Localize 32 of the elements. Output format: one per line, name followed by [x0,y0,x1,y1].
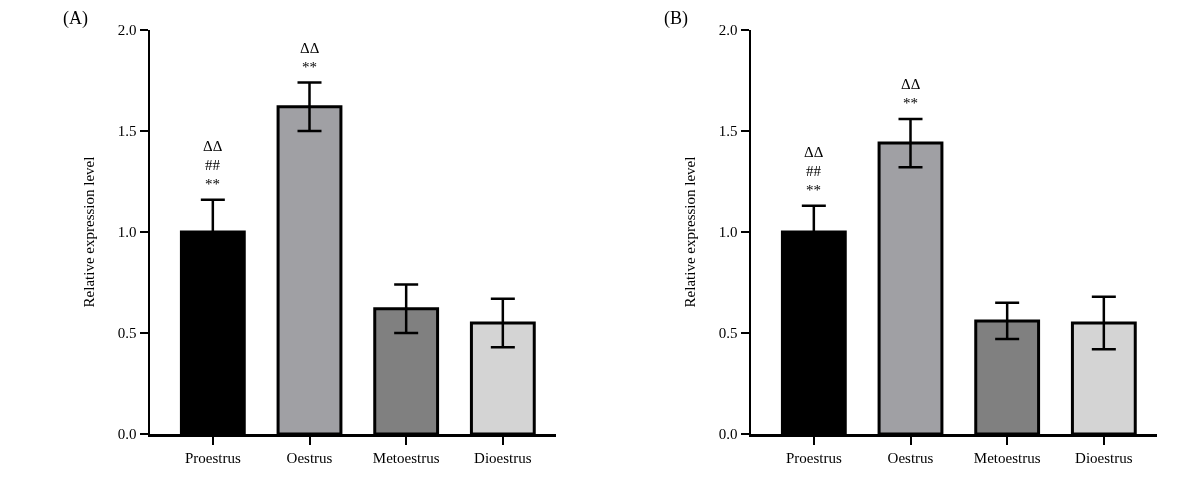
annotation: ## [806,163,822,179]
y-tick-label: 1.5 [718,123,738,140]
x-tick-label: Proestrus [184,449,241,466]
y-tick-label: 0.5 [718,325,738,342]
y-tick-label: 1.5 [117,123,137,140]
annotation: ΔΔ [804,144,824,160]
annotation: ** [205,176,220,192]
y-tick-label: 2.0 [718,22,738,39]
x-tick-label: Dioestrus [474,449,532,466]
y-tick-label: 0.0 [117,426,137,443]
annotation: ΔΔ [203,138,223,154]
annotation: ** [806,182,821,198]
x-tick-label: Proestrus [785,449,842,466]
text: (B) [664,8,688,29]
annotation: ΔΔ [300,40,320,56]
y-tick-label: 1.0 [718,224,738,241]
x-tick-label: Oestrus [887,449,934,466]
x-tick-label: Metoestrus [372,449,440,466]
y-axis-title: Relative expression level [681,156,698,308]
y-tick-label: 1.0 [117,224,137,241]
annotation: ** [903,95,918,111]
annotation: ** [302,59,317,75]
y-tick-label: 2.0 [117,22,137,39]
text: (A) [63,8,88,29]
y-axis-title: Relative expression level [80,156,97,308]
y-tick-label: 0.5 [117,325,137,342]
y-tick-label: 0.0 [718,426,738,443]
annotation: ## [205,157,221,173]
annotation: ΔΔ [901,76,921,92]
x-tick-label: Metoestrus [973,449,1041,466]
x-tick-label: Oestrus [286,449,333,466]
x-tick-label: Dioestrus [1075,449,1133,466]
